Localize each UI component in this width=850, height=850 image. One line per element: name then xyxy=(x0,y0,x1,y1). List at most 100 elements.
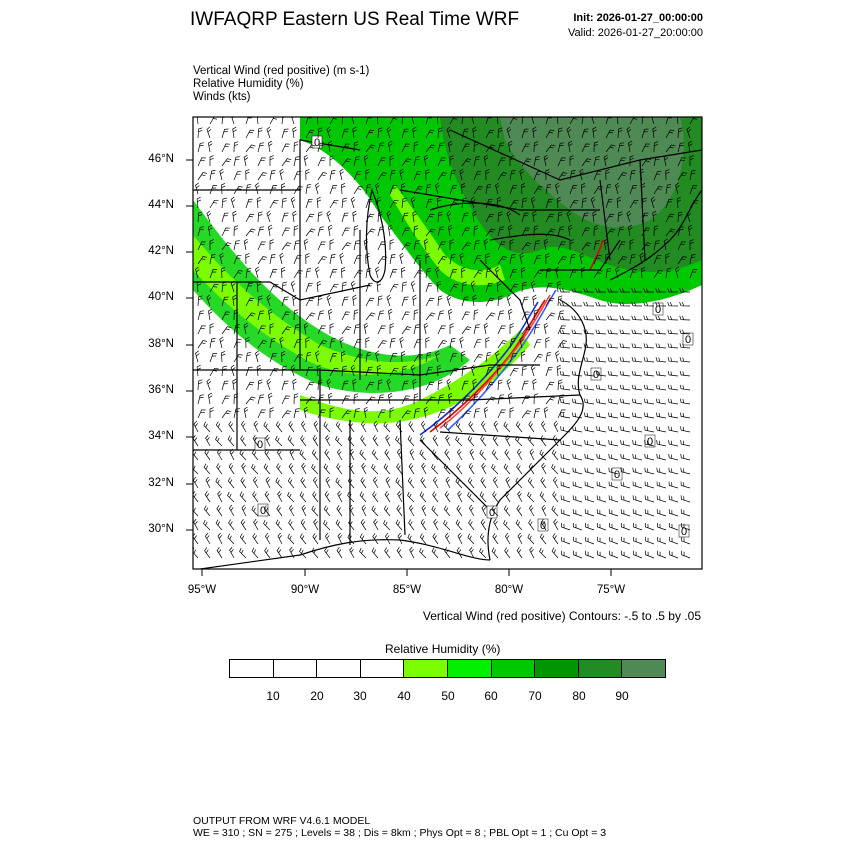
wind-barb xyxy=(341,395,350,405)
wind-barb xyxy=(384,532,391,545)
wind-barb xyxy=(252,434,259,447)
wind-barb xyxy=(209,117,219,125)
wind-barb xyxy=(485,213,495,223)
wind-barb xyxy=(395,477,403,489)
wind-barb xyxy=(581,182,586,195)
wind-barb xyxy=(281,128,289,139)
wind-barb xyxy=(467,491,475,503)
wind-barb xyxy=(437,295,443,307)
wind-barb xyxy=(573,536,583,545)
wind-barb xyxy=(245,117,252,125)
wind-barb xyxy=(401,128,409,139)
wind-barb xyxy=(317,211,323,223)
wind-barb xyxy=(292,210,297,223)
lat-label: 36°N xyxy=(148,384,174,396)
wind-barb xyxy=(408,462,415,475)
wind-barb xyxy=(584,453,595,461)
wind-barb xyxy=(485,253,490,265)
wind-barb xyxy=(208,140,213,153)
wind-barb xyxy=(607,288,618,293)
wind-barb xyxy=(245,253,250,265)
wind-barb xyxy=(337,490,343,503)
wind-barb xyxy=(596,509,607,517)
wind-barb xyxy=(292,378,297,391)
wind-barb xyxy=(227,435,235,447)
wind-barb xyxy=(377,142,385,153)
wind-barb xyxy=(363,238,369,251)
wind-barb xyxy=(497,379,503,391)
wind-barb xyxy=(386,378,392,391)
wind-barb xyxy=(628,140,633,153)
wind-barb xyxy=(221,128,229,139)
wind-barb xyxy=(619,370,631,377)
wind-barb xyxy=(468,519,475,531)
wind-barb xyxy=(479,533,487,545)
wind-barb xyxy=(217,532,223,545)
wind-barb xyxy=(377,241,386,251)
wind-barb xyxy=(571,301,583,307)
wind-barb xyxy=(240,477,247,489)
wind-barb xyxy=(341,311,350,321)
wind-barb xyxy=(593,225,599,237)
wind-barb xyxy=(473,171,482,181)
wind-barb xyxy=(561,522,571,531)
wind-barb xyxy=(449,353,458,363)
wind-barb xyxy=(412,126,417,139)
wind-barb xyxy=(425,169,430,181)
wind-barb xyxy=(316,280,322,293)
lat-label: 44°N xyxy=(148,199,174,211)
wind-barb xyxy=(569,199,579,209)
contour-note: Vertical Wind (red positive) Contours: -… xyxy=(422,609,701,623)
wind-barb xyxy=(457,532,463,545)
wind-barb xyxy=(449,407,454,418)
wind-barb xyxy=(204,532,211,545)
wind-barb xyxy=(539,491,547,503)
wind-barb xyxy=(305,297,315,307)
wind-barb xyxy=(395,519,403,531)
wind-barb xyxy=(401,182,406,195)
wind-barb xyxy=(251,463,259,475)
wind-barb xyxy=(667,288,678,293)
contour-label: 0 xyxy=(311,135,323,149)
wind-barb xyxy=(515,477,523,489)
wind-barb xyxy=(551,505,559,517)
wind-barb xyxy=(497,172,507,181)
wind-barb xyxy=(323,519,331,531)
wind-barb xyxy=(686,126,692,139)
wind-barb xyxy=(631,301,643,307)
wind-barb xyxy=(437,340,447,349)
wind-barb xyxy=(572,412,583,419)
wind-barb xyxy=(371,547,379,559)
wind-barb xyxy=(205,434,211,447)
wind-barb xyxy=(375,350,380,363)
wind-barb xyxy=(227,477,235,489)
colorbar-tick: 40 xyxy=(397,689,411,703)
wind-barb xyxy=(384,547,391,559)
wind-barb xyxy=(485,183,492,195)
wind-barb xyxy=(596,453,607,461)
wind-barb xyxy=(663,154,669,167)
wind-barb xyxy=(269,170,276,181)
colorbar-tick: 20 xyxy=(310,689,324,703)
wind-barb xyxy=(541,504,547,517)
wind-barb xyxy=(665,267,672,279)
wind-barb xyxy=(303,154,309,167)
wind-barb xyxy=(459,252,464,265)
wind-barb xyxy=(593,171,602,181)
wind-barb xyxy=(197,172,207,181)
wind-barb xyxy=(329,283,339,293)
wind-barb xyxy=(305,144,316,153)
wind-barb xyxy=(245,282,253,293)
wind-barb xyxy=(221,197,227,209)
wind-barb xyxy=(557,157,566,167)
wind-barb xyxy=(257,409,266,419)
wind-barb xyxy=(432,434,439,447)
wind-barb xyxy=(545,253,550,265)
wind-barb xyxy=(639,252,644,265)
wind-barb xyxy=(485,198,493,209)
wind-barb xyxy=(299,533,307,545)
wind-barb xyxy=(689,155,694,166)
wind-barb xyxy=(472,294,477,307)
wind-barb xyxy=(301,462,307,475)
wind-barb xyxy=(363,154,369,167)
